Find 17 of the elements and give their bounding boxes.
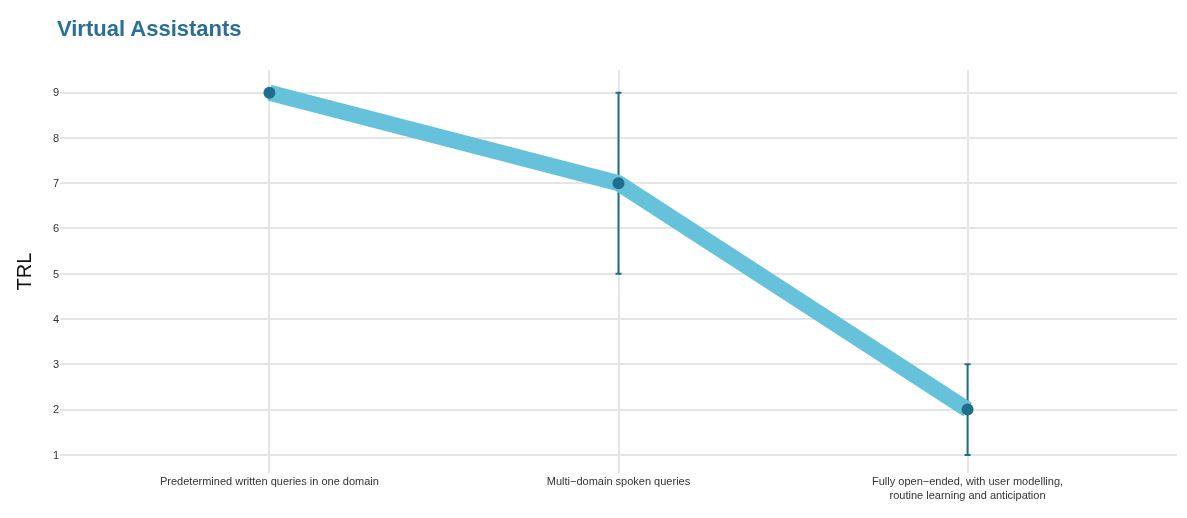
point: [612, 177, 625, 190]
y-tick-label: 4: [52, 312, 59, 325]
chart-title: Virtual Assistants: [56, 16, 242, 42]
point: [961, 403, 974, 416]
x-tick-label: Fully open−ended, with user modelling, routine learning and anticipation: [872, 475, 1064, 502]
y-axis-title: TRL: [13, 252, 36, 291]
y-tick-label: 9: [52, 86, 59, 99]
y-tick-label: 3: [52, 358, 59, 371]
x-tick-label: Predetermined written queries in one domain: [159, 475, 379, 487]
y-tick-label: 1: [52, 448, 59, 461]
y-tick-label: 8: [52, 131, 59, 144]
y-tick-label: 6: [52, 222, 59, 235]
point: [263, 86, 276, 99]
y-tick-label: 7: [52, 177, 59, 190]
y-tick-label: 5: [52, 267, 59, 280]
y-tick-label: 2: [52, 403, 59, 416]
x-tick-label: Multi−domain spoken queries: [546, 475, 691, 487]
